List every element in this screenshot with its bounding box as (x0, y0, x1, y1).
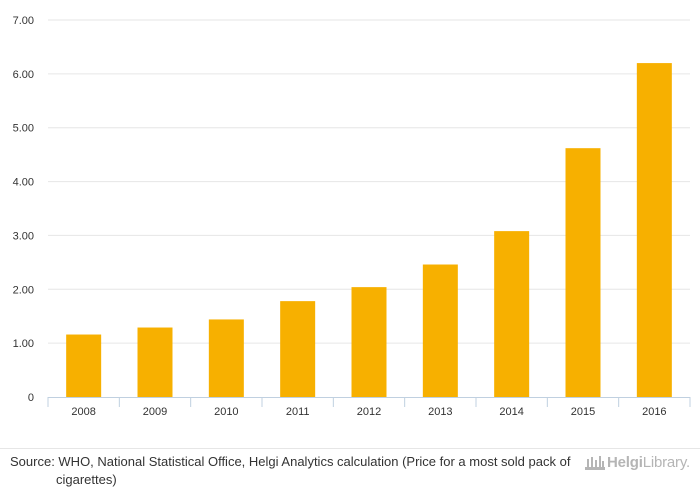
x-tick-label: 2015 (571, 406, 595, 418)
y-tick-label: 6.00 (13, 69, 34, 81)
y-tick-label: 3.00 (13, 230, 34, 242)
y-tick-label: 0 (28, 392, 34, 404)
bar-2015[interactable] (565, 148, 601, 397)
x-tick-label: 2014 (499, 406, 523, 418)
y-tick-label: 5.00 (13, 123, 34, 135)
brand-name: HelgiLibrary. (607, 454, 690, 471)
x-axis (47, 397, 691, 407)
brand-logo[interactable]: HelgiLibrary. (583, 452, 690, 472)
y-tick-label: 4.00 (13, 177, 34, 189)
y-axis-tick-labels: 0 1.00 2.00 3.00 4.00 5.00 6.00 7.00 (13, 15, 34, 404)
source-note: Source: WHO, National Statistical Office… (10, 454, 571, 487)
x-axis-tick-labels: 2008 2009 2010 2011 2012 2013 2014 2015 2016 (71, 406, 666, 418)
library-icon (585, 456, 605, 470)
gridlines (48, 19, 690, 344)
bar-2009[interactable] (137, 327, 173, 397)
bar-2011[interactable] (280, 301, 316, 397)
chart-footer: Source: WHO, National Statistical Office… (0, 448, 700, 501)
bar-2014[interactable] (494, 231, 530, 397)
bar-2010[interactable] (208, 319, 244, 397)
x-tick-label: 2008 (71, 406, 95, 418)
x-tick-label: 2013 (428, 406, 452, 418)
y-tick-label: 7.00 (13, 15, 34, 27)
brand-name-bold: Helgi (607, 453, 643, 471)
bar-2016[interactable] (636, 63, 672, 397)
y-tick-label: 1.00 (13, 338, 34, 350)
x-tick-label: 2011 (286, 406, 310, 418)
bar-chart: 01.002.003.004.005.006.007.00 2008 2009 20… (13, 15, 691, 418)
x-tick-label: 2009 (143, 406, 167, 418)
y-tick-label: 2.00 (13, 284, 34, 296)
bar-2008[interactable] (66, 334, 102, 397)
x-tick-label: 2016 (642, 406, 666, 418)
bars (66, 63, 672, 397)
x-tick-label: 2010 (214, 406, 238, 418)
bar-2013[interactable] (422, 264, 458, 397)
x-tick-label: 2012 (357, 406, 381, 418)
bar-2012[interactable] (351, 287, 387, 397)
brand-name-rest: Library. (642, 453, 691, 471)
